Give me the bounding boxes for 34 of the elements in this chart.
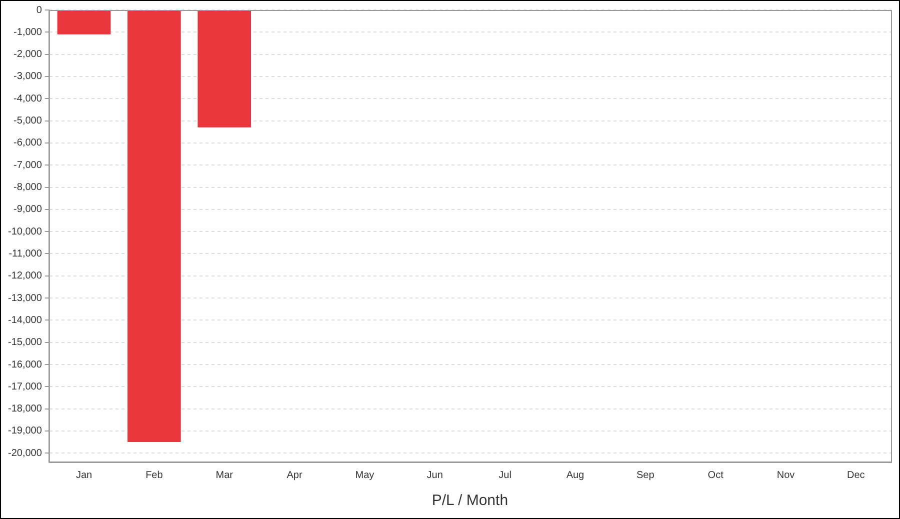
y-tick-label: -6,000 — [14, 138, 42, 149]
x-tick-label: Feb — [146, 470, 164, 481]
y-tick-label: -12,000 — [8, 270, 42, 282]
y-tick-label: -3,000 — [14, 71, 42, 82]
x-tick-label: Nov — [776, 470, 795, 481]
x-tick-label: Dec — [847, 470, 865, 481]
x-tick-label: Sep — [636, 470, 655, 481]
y-tick-label: -14,000 — [8, 314, 42, 326]
x-tick-label: Jul — [498, 470, 512, 481]
y-tick-label: -4,000 — [14, 93, 42, 104]
x-tick-label: Jun — [426, 470, 443, 481]
y-tick-label: -7,000 — [14, 160, 42, 171]
y-tick-label: -10,000 — [8, 226, 42, 238]
x-tick-label: Mar — [216, 470, 234, 481]
y-tick-label: -9,000 — [14, 204, 42, 216]
y-tick-label: -15,000 — [8, 337, 42, 348]
y-tick-label: -20,000 — [8, 448, 42, 459]
y-tick-label: -1,000 — [14, 26, 42, 38]
y-tick-label: -16,000 — [8, 359, 42, 370]
x-axis-title: P/L / Month — [432, 492, 508, 510]
y-tick-label: 0 — [36, 4, 42, 16]
y-tick-label: -8,000 — [14, 182, 42, 194]
x-tick-label: May — [355, 470, 374, 481]
y-tick-label: -5,000 — [14, 116, 42, 127]
y-tick-label: -11,000 — [8, 248, 42, 260]
y-tick-label: -2,000 — [14, 49, 42, 60]
x-tick-label: Oct — [708, 470, 724, 481]
x-tick-label: Apr — [286, 470, 303, 481]
x-tick-label: Jan — [76, 470, 92, 481]
y-tick-label: -18,000 — [8, 404, 42, 415]
y-tick-label: -13,000 — [8, 292, 42, 304]
x-tick-label: Aug — [566, 470, 584, 481]
y-tick-label: -19,000 — [8, 426, 42, 437]
y-tick-label: -17,000 — [8, 381, 42, 392]
